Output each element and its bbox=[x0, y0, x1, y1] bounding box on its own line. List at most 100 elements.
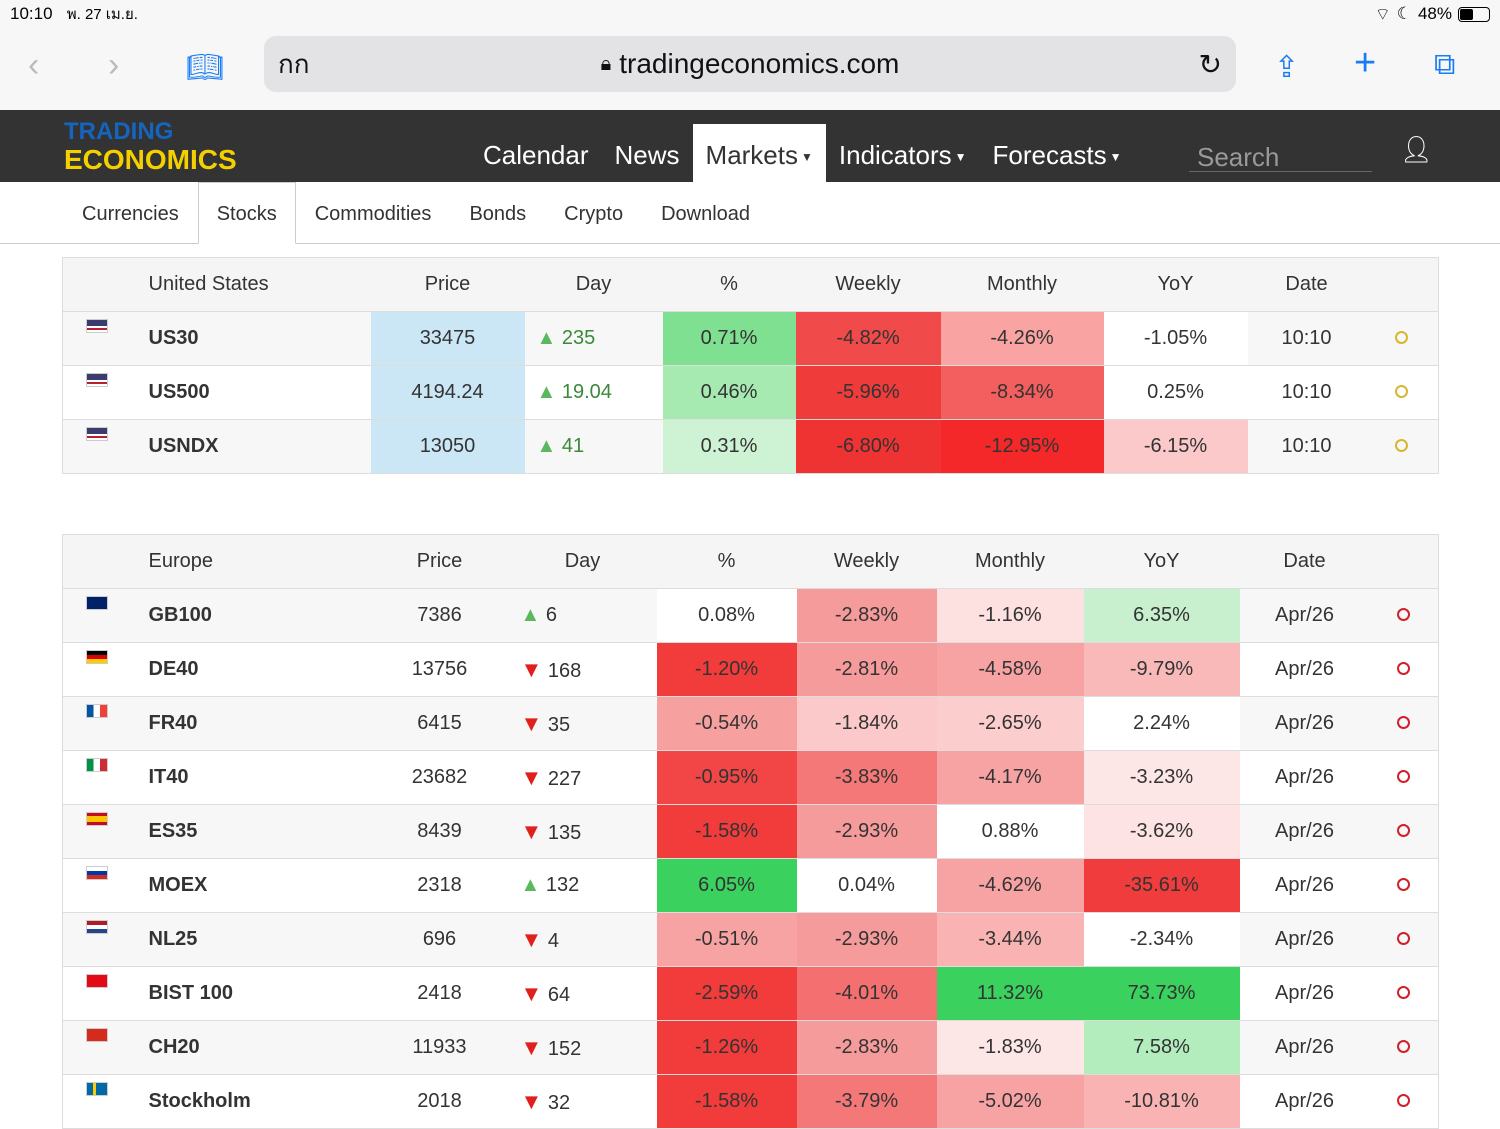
markets-subnav: Currencies Stocks Commodities Bonds Cryp… bbox=[0, 182, 1500, 244]
symbol-link[interactable]: BIST 100 bbox=[130, 966, 371, 1021]
weekly-cell: -1.84% bbox=[796, 696, 937, 751]
price-cell: 11933 bbox=[370, 1020, 509, 1075]
nav-forecasts[interactable]: Forecasts ▼ bbox=[980, 124, 1135, 182]
table-row[interactable]: ES35 8439 ▼ 135 -1.58% -2.93% 0.88% -3.6… bbox=[62, 804, 1439, 859]
nav-indicators[interactable]: Indicators ▼ bbox=[826, 124, 980, 182]
battery-icon bbox=[1458, 6, 1490, 22]
column-header[interactable]: % bbox=[656, 534, 797, 589]
bookmarks-icon[interactable]: 📖︎ bbox=[186, 51, 225, 84]
reader-button[interactable]: กก bbox=[278, 48, 310, 79]
yoy-cell: -10.81% bbox=[1083, 1074, 1240, 1129]
browser-toolbar: ‹ › 📖︎ กก 🔒︎ tradingeconomics.com ↻ ⇪ + … bbox=[0, 28, 1500, 110]
table-row[interactable]: GB100 7386 ▲ 6 0.08% -2.83% -1.16% 6.35%… bbox=[62, 588, 1439, 643]
column-header[interactable]: Day bbox=[508, 534, 657, 589]
triangle-down-icon: ▼ bbox=[520, 764, 543, 790]
column-header[interactable]: Weekly bbox=[795, 257, 941, 312]
triangle-down-icon: ▼ bbox=[520, 710, 543, 736]
column-header[interactable]: Price bbox=[370, 257, 525, 312]
pct-cell: -2.59% bbox=[656, 966, 797, 1021]
yoy-cell: -35.61% bbox=[1083, 858, 1240, 913]
europe-stocks-table: Europe Price Day% Weekly Monthly YoY Date GB10… bbox=[62, 534, 1439, 1129]
symbol-link[interactable]: GB100 bbox=[130, 588, 371, 643]
table-row[interactable]: IT40 23682 ▼ 227 -0.95% -3.83% -4.17% -3… bbox=[62, 750, 1439, 805]
clock-icon bbox=[1395, 439, 1409, 452]
table-row[interactable]: US30 33475 ▲ 235 0.71% -4.82% -4.26% -1.… bbox=[62, 311, 1439, 366]
column-header[interactable]: Price bbox=[370, 534, 509, 589]
user-icon[interactable]: 👤︎ bbox=[1400, 134, 1434, 164]
symbol-link[interactable]: US30 bbox=[130, 311, 371, 366]
subnav-commodities[interactable]: Commodities bbox=[314, 203, 432, 225]
logo[interactable]: TRADING ECONOMICS bbox=[64, 118, 237, 175]
table-row[interactable]: CH20 11933 ▼ 152 -1.26% -2.83% -1.83% 7.… bbox=[62, 1020, 1439, 1075]
symbol-link[interactable]: MOEX bbox=[130, 858, 371, 913]
column-header[interactable]: YoY bbox=[1103, 257, 1248, 312]
subnav-bonds[interactable]: Bonds bbox=[469, 203, 527, 225]
subnav-download[interactable]: Download bbox=[661, 203, 751, 225]
day-change: 132 bbox=[545, 874, 580, 896]
clock-icon bbox=[1397, 824, 1411, 837]
symbol-link[interactable]: US500 bbox=[130, 365, 371, 420]
table-row[interactable]: FR40 6415 ▼ 35 -0.54% -1.84% -2.65% 2.24… bbox=[62, 696, 1439, 751]
column-header[interactable]: Monthly bbox=[940, 257, 1104, 312]
share-icon[interactable]: ⇪ bbox=[1274, 51, 1300, 84]
table-row[interactable]: MOEX 2318 ▲ 132 6.05% 0.04% -4.62% -35.6… bbox=[62, 858, 1439, 913]
weekly-cell: -5.96% bbox=[795, 365, 941, 420]
tabs-icon[interactable]: ⧉ bbox=[1434, 48, 1456, 81]
address-bar[interactable]: กก 🔒︎ tradingeconomics.com ↻ bbox=[264, 36, 1236, 92]
nav-markets[interactable]: Markets ▼ bbox=[692, 124, 826, 182]
weekly-cell: -3.83% bbox=[796, 750, 937, 805]
reload-icon[interactable]: ↻ bbox=[1198, 48, 1222, 80]
yoy-cell: 73.73% bbox=[1083, 966, 1240, 1021]
column-header[interactable]: Date bbox=[1239, 534, 1370, 589]
table-row[interactable]: DE40 13756 ▼ 168 -1.20% -2.81% -4.58% -9… bbox=[62, 642, 1439, 697]
flag-it-icon bbox=[85, 758, 108, 772]
nav-news[interactable]: News bbox=[602, 124, 693, 182]
price-cell: 2018 bbox=[370, 1074, 509, 1129]
table-row[interactable]: BIST 100 2418 ▼ 64 -2.59% -4.01% 11.32% … bbox=[62, 966, 1439, 1021]
column-header[interactable]: Day bbox=[524, 257, 663, 312]
symbol-link[interactable]: FR40 bbox=[130, 696, 371, 751]
table-row[interactable]: Stockholm 2018 ▼ 32 -1.58% -3.79% -5.02%… bbox=[62, 1074, 1439, 1129]
logo-bottom: ECONOMICS bbox=[64, 144, 237, 175]
table-row[interactable]: US500 4194.24 ▲ 19.04 0.46% -5.96% -8.34… bbox=[62, 365, 1439, 420]
triangle-up-icon: ▲ bbox=[520, 874, 541, 896]
yoy-cell: -3.62% bbox=[1083, 804, 1240, 859]
subnav-stocks[interactable]: Stocks bbox=[197, 182, 296, 244]
pct-cell: -0.54% bbox=[656, 696, 797, 751]
symbol-link[interactable]: NL25 bbox=[130, 912, 371, 967]
date-cell: Apr/26 bbox=[1239, 1074, 1370, 1129]
column-header[interactable]: Monthly bbox=[936, 534, 1084, 589]
symbol-link[interactable]: CH20 bbox=[130, 1020, 371, 1075]
subnav-crypto[interactable]: Crypto bbox=[564, 203, 624, 225]
lock-icon: 🔒︎ bbox=[600, 52, 612, 75]
us-stocks-table: United States Price Day% Weekly Monthly YoY Da… bbox=[62, 257, 1439, 474]
symbol-link[interactable]: Stockholm bbox=[130, 1074, 371, 1129]
site-nav: TRADING ECONOMICS Calendar News Markets ▼… bbox=[0, 110, 1500, 182]
column-header[interactable]: Weekly bbox=[796, 534, 937, 589]
weekly-cell: -2.93% bbox=[796, 804, 937, 859]
column-header[interactable]: Date bbox=[1247, 257, 1366, 312]
table-row[interactable]: NL25 696 ▼ 4 -0.51% -2.93% -3.44% -2.34%… bbox=[62, 912, 1439, 967]
clock-icon bbox=[1397, 878, 1411, 891]
monthly-cell: -8.34% bbox=[940, 365, 1104, 420]
column-header[interactable]: YoY bbox=[1083, 534, 1240, 589]
search-input[interactable]: Search bbox=[1189, 130, 1372, 172]
yoy-cell: 2.24% bbox=[1083, 696, 1240, 751]
symbol-link[interactable]: ES35 bbox=[130, 804, 371, 859]
symbol-link[interactable]: IT40 bbox=[130, 750, 371, 805]
day-change: 35 bbox=[547, 713, 571, 736]
new-tab-icon[interactable]: + bbox=[1354, 42, 1377, 84]
price-cell: 13050 bbox=[370, 419, 525, 474]
symbol-link[interactable]: DE40 bbox=[130, 642, 371, 697]
header-row: Europe Price Day% Weekly Monthly YoY Date bbox=[62, 534, 1439, 589]
nav-calendar[interactable]: Calendar bbox=[470, 124, 602, 182]
column-header[interactable]: % bbox=[662, 257, 796, 312]
symbol-link[interactable]: USNDX bbox=[130, 419, 371, 474]
back-icon[interactable]: ‹ bbox=[28, 46, 40, 84]
yoy-cell: -3.23% bbox=[1083, 750, 1240, 805]
subnav-currencies[interactable]: Currencies bbox=[82, 203, 179, 225]
table-row[interactable]: USNDX 13050 ▲ 41 0.31% -6.80% -12.95% -6… bbox=[62, 419, 1439, 474]
day-change: 19.04 bbox=[561, 381, 612, 403]
price-cell: 13756 bbox=[370, 642, 509, 697]
forward-icon[interactable]: › bbox=[108, 46, 120, 84]
